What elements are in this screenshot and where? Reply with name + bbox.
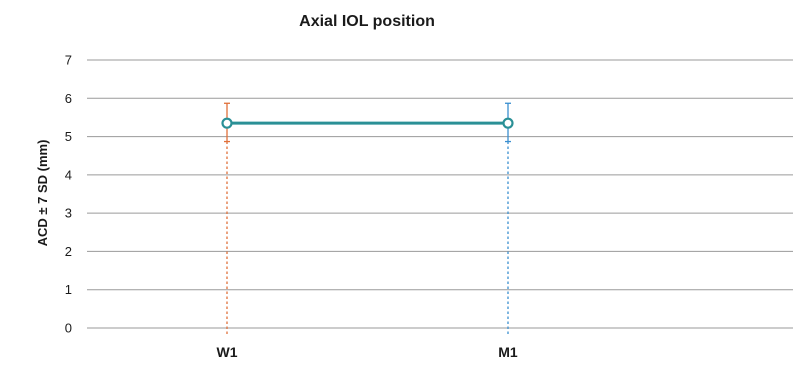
drop-lines (226, 141, 509, 336)
y-tick-label: 7 (65, 53, 72, 68)
data-point (221, 117, 233, 129)
chart-title: Axial IOL position (299, 13, 435, 30)
x-tick-label: W1 (217, 344, 238, 360)
y-tick-label: 6 (65, 91, 72, 106)
y-axis-label: ACD ± 7 SD (mm) (35, 140, 50, 247)
y-tick-label: 4 (65, 167, 72, 182)
data-point (502, 117, 514, 129)
x-tick-label: M1 (498, 344, 518, 360)
y-tick-labels: 0 1 2 3 4 5 6 7 (65, 53, 72, 336)
series (221, 102, 514, 143)
y-tick-label: 1 (65, 282, 72, 297)
x-tick-labels: W1 M1 (217, 344, 518, 360)
y-tick-label: 2 (65, 244, 72, 259)
y-tick-label: 3 (65, 206, 72, 221)
y-tick-label: 5 (65, 129, 72, 144)
gridlines (87, 59, 793, 329)
y-tick-label: 0 (65, 321, 72, 336)
